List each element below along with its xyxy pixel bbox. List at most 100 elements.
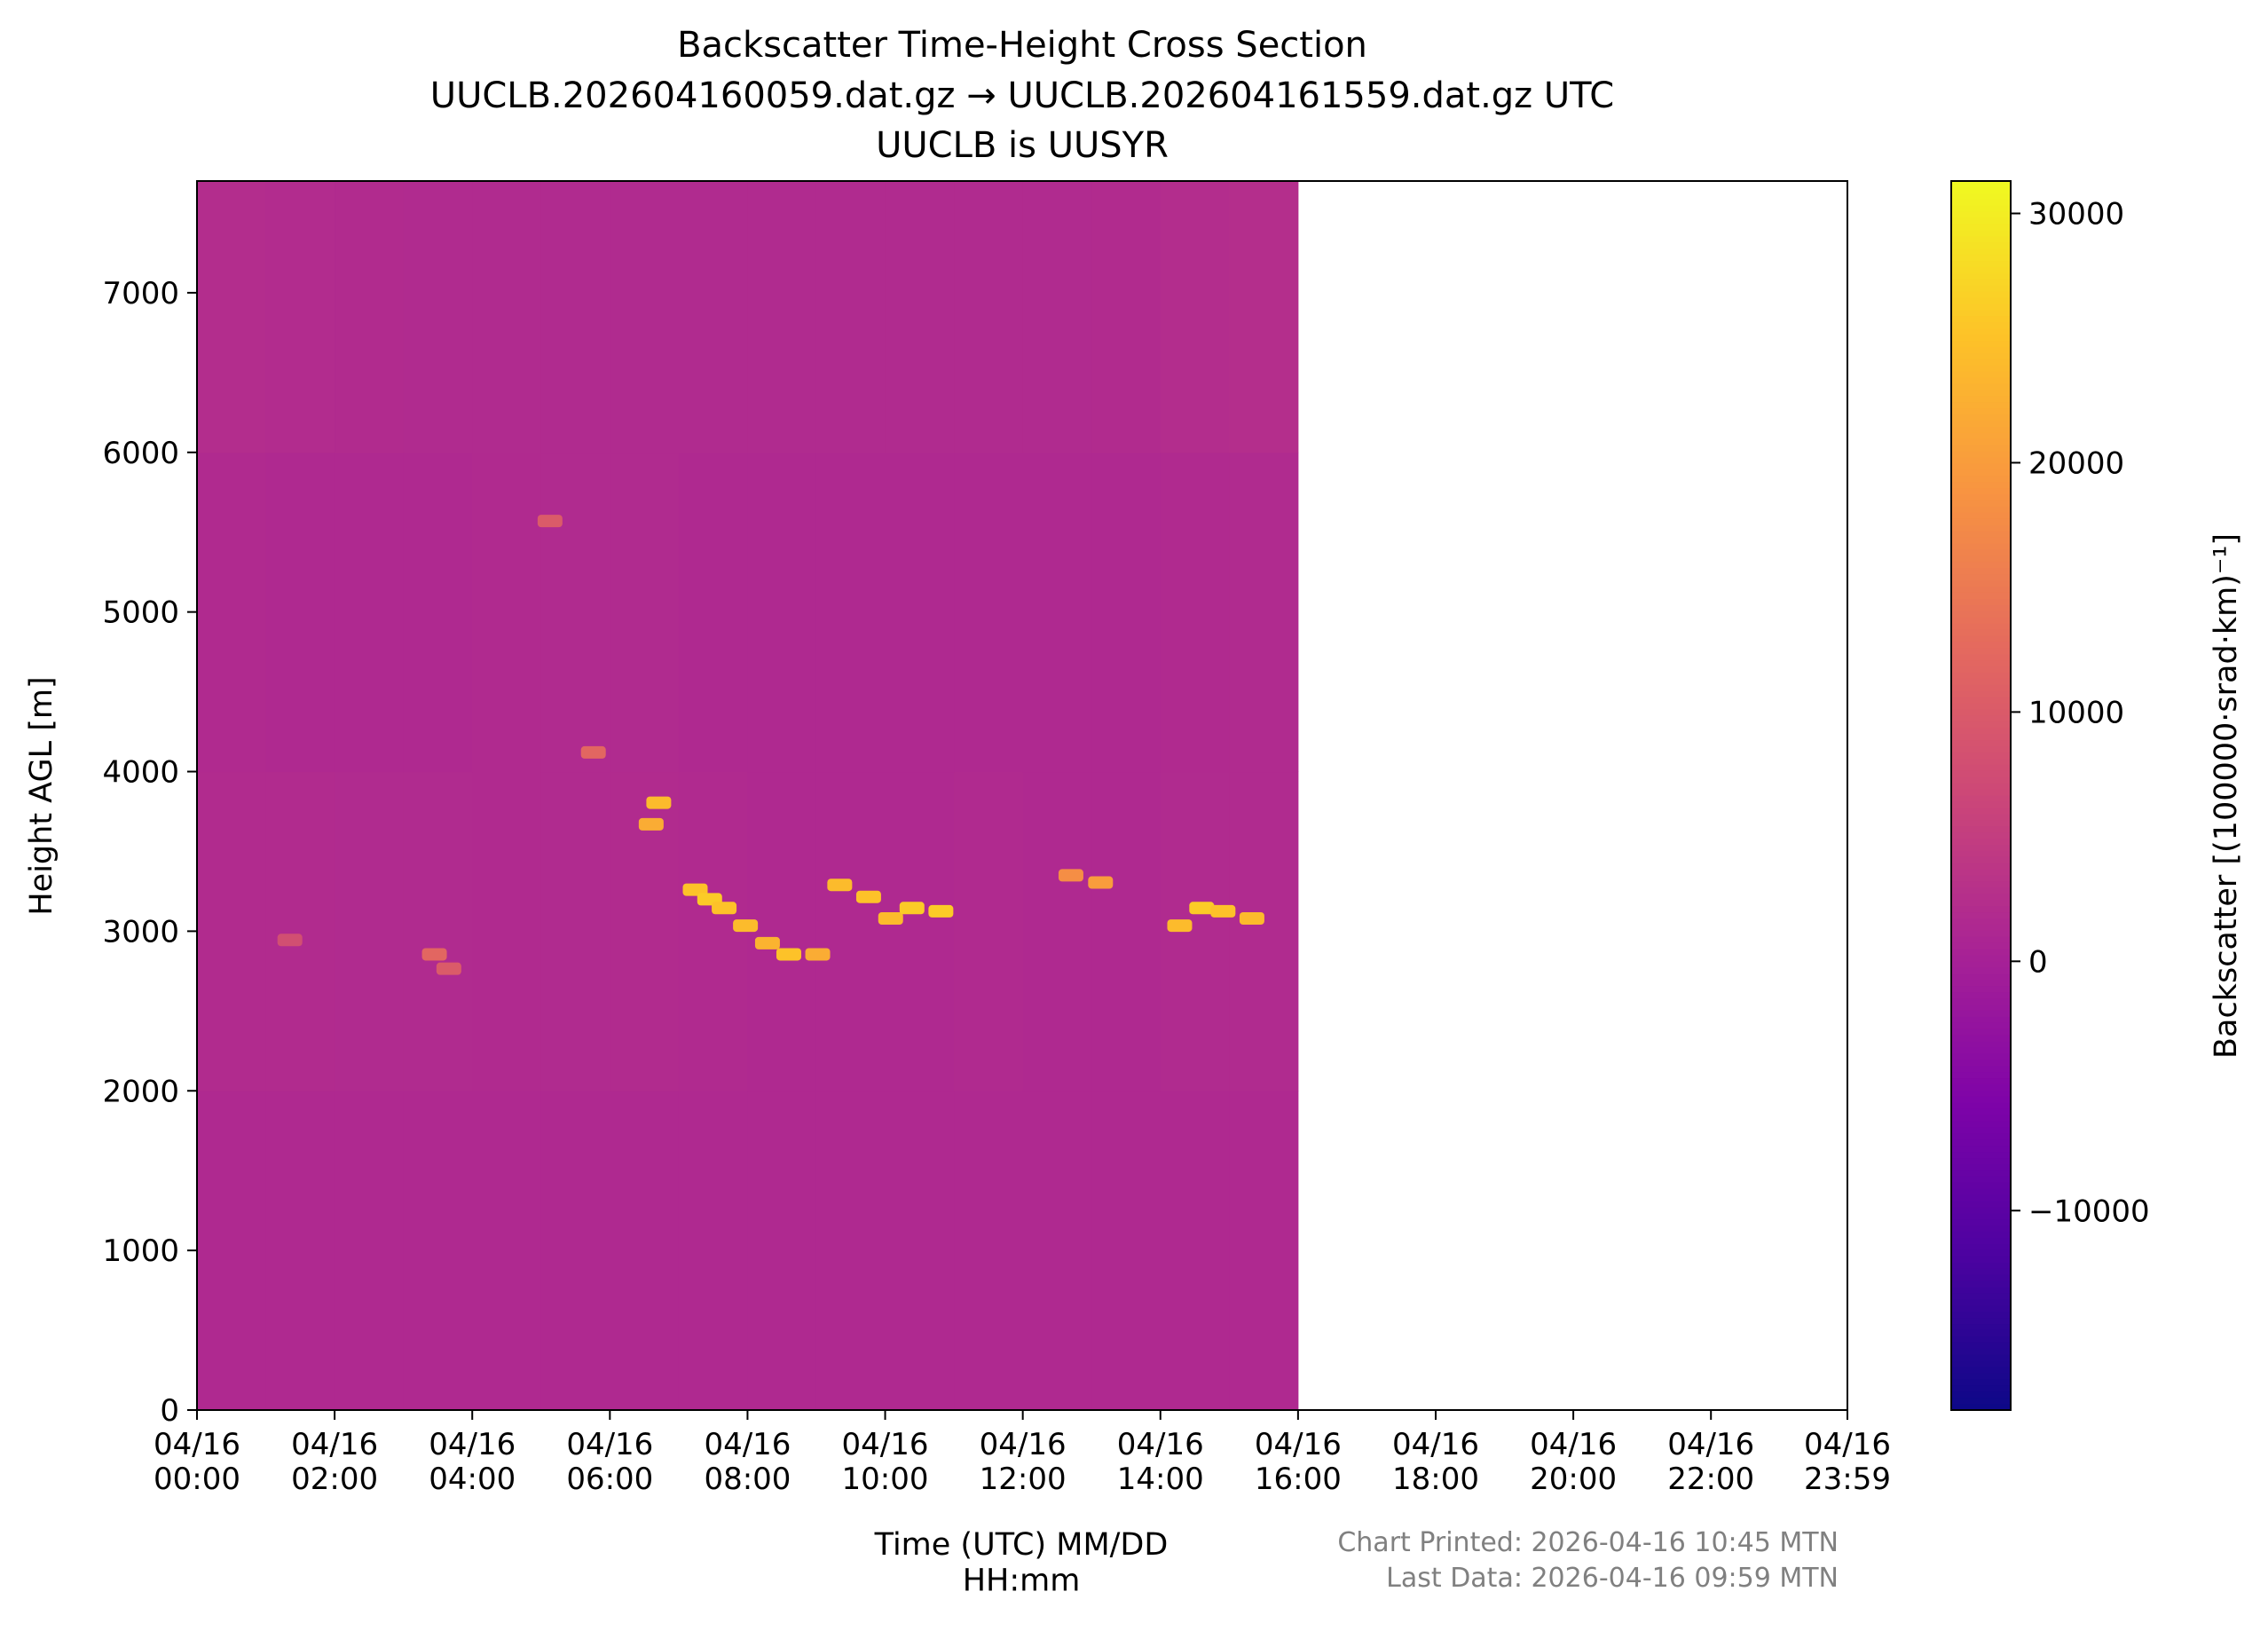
colorbar-swatch	[1951, 611, 2011, 619]
heatmap-cell	[265, 771, 335, 1091]
colorbar-swatch	[1951, 740, 2011, 748]
colorbar-swatch	[1951, 795, 2011, 803]
backscatter-feature	[878, 912, 903, 925]
y-tick-label: 5000	[102, 595, 179, 631]
colorbar-swatch	[1951, 844, 2011, 852]
colorbar-swatch	[1951, 494, 2011, 502]
heatmap-cell	[472, 181, 542, 453]
colorbar-label: Backscatter [(100000·srad·km)⁻¹]	[2209, 533, 2244, 1059]
x-tick-label: 04/16 00:00	[154, 1427, 240, 1497]
colorbar-swatch	[1951, 1262, 2011, 1270]
heatmap-cell	[885, 452, 955, 773]
colorbar-swatch	[1951, 900, 2011, 908]
x-tick-label: 04/16 16:00	[1255, 1427, 1342, 1497]
colorbar-swatch	[1951, 1170, 2011, 1178]
heatmap-cell	[1229, 1091, 1299, 1411]
colorbar-swatch	[1951, 1324, 2011, 1331]
heatmap-cell	[885, 1091, 955, 1411]
backscatter-feature	[805, 948, 831, 961]
chart-subtitle: UUCLB is UUSYR	[876, 125, 1169, 166]
colorbar-swatch	[1951, 678, 2011, 686]
heatmap	[197, 181, 1299, 1411]
heatmap-cell	[1022, 1091, 1092, 1411]
colorbar-swatch	[1951, 1312, 2011, 1320]
colorbar-swatch	[1951, 1249, 2011, 1257]
y-tick-label: 1000	[102, 1233, 179, 1269]
y-axis-label: Height AGL [m]	[24, 676, 59, 915]
colorbar-swatch	[1951, 346, 2011, 354]
colorbar-swatch	[1951, 432, 2011, 440]
colorbar-swatch	[1951, 592, 2011, 600]
colorbar-swatch	[1951, 721, 2011, 729]
colorbar-swatch	[1951, 635, 2011, 643]
colorbar-swatch	[1951, 752, 2011, 760]
backscatter-feature	[580, 745, 606, 759]
colorbar-swatch	[1951, 1115, 2011, 1123]
backscatter-feature	[1189, 902, 1215, 915]
colorbar-swatch	[1951, 1053, 2011, 1061]
colorbar-swatch	[1951, 629, 2011, 637]
colorbar-swatch	[1951, 1004, 2011, 1012]
backscatter-feature	[436, 962, 461, 975]
colorbar-tick-label: 0	[2028, 944, 2048, 980]
heatmap-cell	[610, 181, 680, 453]
colorbar-swatch	[1951, 365, 2011, 373]
colorbar-swatch	[1951, 421, 2011, 428]
heatmap-cell	[954, 1091, 1024, 1411]
colorbar-swatch	[1951, 341, 2011, 348]
heatmap-cell	[540, 771, 610, 1091]
colorbar-swatch	[1951, 291, 2011, 299]
colorbar-swatch	[1951, 1028, 2011, 1036]
heatmap-cell	[747, 452, 817, 773]
backscatter-feature	[421, 948, 447, 961]
colorbar-swatch	[1951, 1102, 2011, 1110]
colorbar-swatch	[1951, 224, 2011, 232]
colorbar-swatch	[1951, 438, 2011, 446]
colorbar-swatch	[1951, 1367, 2011, 1375]
colorbar-swatch	[1951, 193, 2011, 201]
colorbar-swatch	[1951, 1083, 2011, 1091]
annotation: Chart Printed: 2026-04-16 10:45 MTN	[1337, 1527, 1839, 1558]
colorbar-swatch	[1951, 1213, 2011, 1221]
colorbar-swatch	[1951, 1398, 2011, 1406]
colorbar-swatch	[1951, 1280, 2011, 1288]
colorbar-swatch	[1951, 574, 2011, 582]
colorbar-swatch	[1951, 1354, 2011, 1362]
colorbar-frame	[1950, 180, 2012, 1411]
colorbar-swatch	[1951, 906, 2011, 914]
colorbar-swatch	[1951, 887, 2011, 895]
colorbar-swatch	[1951, 801, 2011, 809]
colorbar-swatch	[1951, 949, 2011, 957]
heatmap-cell	[815, 452, 886, 773]
backscatter-feature	[1088, 876, 1114, 889]
heatmap-cell	[815, 771, 886, 1091]
colorbar-swatch	[1951, 303, 2011, 311]
colorbar-swatch	[1951, 587, 2011, 594]
backscatter-feature	[928, 904, 954, 918]
colorbar-swatch	[1951, 654, 2011, 662]
colorbar-swatch	[1951, 936, 2011, 944]
heatmap-cell	[1022, 181, 1092, 453]
heatmap-cell	[610, 452, 680, 773]
heatmap-cell	[335, 1091, 405, 1411]
colorbar-swatch	[1951, 770, 2011, 778]
colorbar-swatch	[1951, 328, 2011, 336]
colorbar-swatch	[1951, 524, 2011, 532]
colorbar-swatch	[1951, 476, 2011, 484]
colorbar-swatch	[1951, 445, 2011, 453]
colorbar-swatch	[1951, 998, 2011, 1005]
colorbar-swatch	[1951, 894, 2011, 902]
heatmap-cell	[335, 771, 405, 1091]
colorbar-swatch	[1951, 507, 2011, 514]
colorbar-swatch	[1951, 402, 2011, 410]
colorbar-swatch	[1951, 1060, 2011, 1068]
heatmap-cell	[1160, 181, 1230, 453]
colorbar-swatch	[1951, 230, 2011, 238]
heatmap-cell	[747, 1091, 817, 1411]
colorbar-swatch	[1951, 1305, 2011, 1313]
colorbar-swatch	[1951, 617, 2011, 625]
heatmap-cell	[403, 771, 473, 1091]
heatmap-cell	[954, 771, 1024, 1091]
colorbar-swatch	[1951, 451, 2011, 459]
backscatter-feature	[776, 948, 801, 961]
